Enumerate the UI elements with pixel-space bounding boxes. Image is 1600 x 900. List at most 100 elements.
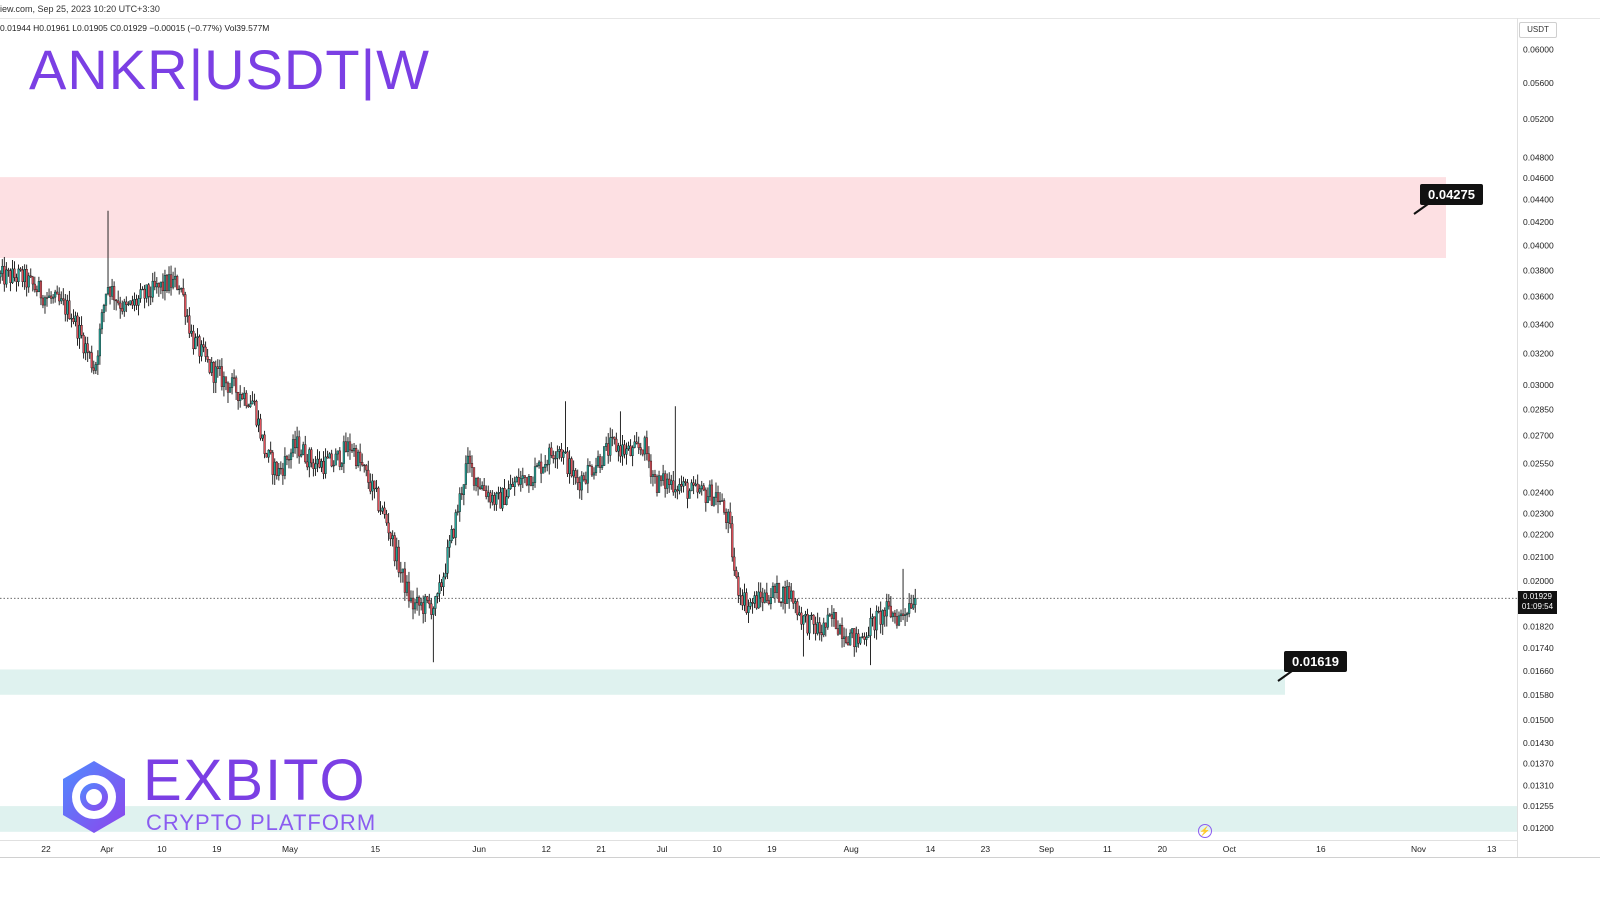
candle-body — [218, 366, 221, 369]
brand-name: EXBITO — [143, 748, 367, 813]
candle-body — [56, 291, 59, 295]
candle-body — [853, 628, 856, 647]
candle-body — [45, 297, 49, 299]
candle-body — [169, 274, 173, 288]
candle-body — [700, 485, 703, 489]
candle-body — [387, 522, 390, 534]
candle-body — [348, 441, 352, 451]
y-tick-label: 0.01310 — [1523, 780, 1554, 790]
lightning-icon[interactable]: ⚡ — [1198, 824, 1212, 838]
candle-body — [729, 511, 732, 525]
candle-body — [765, 592, 768, 601]
candle-body — [899, 613, 903, 617]
candle-body — [735, 570, 738, 577]
candle-body — [273, 461, 276, 475]
candle-body — [637, 443, 640, 448]
candle-body — [442, 576, 445, 588]
candle-body — [527, 476, 531, 486]
candle-body — [883, 610, 886, 617]
candle-body — [385, 514, 388, 524]
candle-body — [334, 453, 337, 466]
candle-body — [369, 482, 372, 492]
y-tick-label: 0.02400 — [1523, 488, 1554, 498]
y-tick-label: 0.04600 — [1523, 173, 1554, 183]
candle-body — [832, 612, 836, 619]
currency-button[interactable]: USDT — [1519, 22, 1557, 38]
x-tick-label: Jun — [472, 844, 486, 854]
y-tick-label: 0.01580 — [1523, 690, 1554, 700]
x-tick-label: 11 — [1103, 844, 1112, 854]
candle-body — [733, 556, 736, 571]
candle-body — [257, 418, 260, 426]
candle-body — [519, 478, 522, 485]
candle-body — [27, 275, 30, 288]
support-pointer — [1277, 670, 1293, 682]
candle-body — [676, 489, 679, 492]
candle-body — [359, 451, 362, 463]
candle-body — [226, 382, 230, 393]
candle-body — [578, 482, 581, 491]
candle-body — [84, 343, 87, 354]
candle-body — [775, 583, 779, 593]
candle-body — [155, 283, 158, 288]
candle-body — [594, 465, 598, 474]
candle-body — [420, 602, 423, 606]
y-tick-label: 0.01500 — [1523, 715, 1554, 725]
candle-body — [842, 636, 846, 639]
candle-body — [33, 283, 36, 291]
candle-body — [570, 458, 573, 477]
candle-body — [302, 444, 305, 455]
candle-body — [39, 281, 43, 299]
candle-body — [836, 628, 840, 635]
candle-body — [747, 606, 750, 613]
candle-body — [513, 481, 516, 487]
candle-body — [397, 546, 400, 573]
candle-body — [267, 449, 270, 458]
candle-body — [525, 477, 528, 486]
y-tick-label: 0.01200 — [1523, 823, 1554, 833]
resistance-level-label: 0.04275 — [1420, 184, 1483, 205]
candle-body — [845, 636, 848, 643]
candle-body — [289, 452, 293, 460]
candle-body — [908, 603, 911, 614]
candle-body — [794, 601, 797, 604]
candle-body — [468, 455, 472, 464]
candle-body — [1, 266, 4, 274]
candle-body — [601, 465, 604, 468]
candle-body — [350, 449, 354, 452]
candle-body — [204, 346, 207, 357]
y-tick-label: 0.02300 — [1523, 508, 1554, 518]
candle-body — [627, 445, 630, 450]
candle-body — [901, 613, 905, 616]
candle-body — [275, 461, 278, 476]
candle-body — [208, 359, 211, 373]
candle-body — [389, 532, 392, 540]
candle-body — [436, 593, 439, 597]
candle-body — [371, 480, 374, 492]
candle-body — [824, 622, 827, 628]
candle-body — [619, 445, 622, 457]
y-tick-label: 0.03600 — [1523, 292, 1554, 302]
candle-body — [859, 636, 862, 644]
candle-body — [572, 470, 575, 477]
candle-body — [29, 275, 32, 278]
candle-body — [657, 475, 661, 493]
candle-body — [684, 481, 687, 484]
candle-body — [133, 298, 136, 306]
candle-body — [802, 615, 805, 625]
candle-body — [320, 461, 323, 468]
candle-body — [897, 615, 901, 626]
candle-body — [298, 436, 301, 457]
candle-body — [521, 475, 524, 479]
candle-body — [100, 312, 104, 330]
candle-body — [702, 485, 705, 491]
candle-body — [562, 451, 565, 458]
candle-body — [354, 448, 358, 466]
candle-body — [206, 356, 209, 360]
candle-body — [405, 581, 409, 593]
candle-body — [318, 458, 321, 468]
candle-body — [448, 540, 451, 548]
candle-body — [487, 492, 490, 497]
candle-body — [174, 276, 177, 280]
